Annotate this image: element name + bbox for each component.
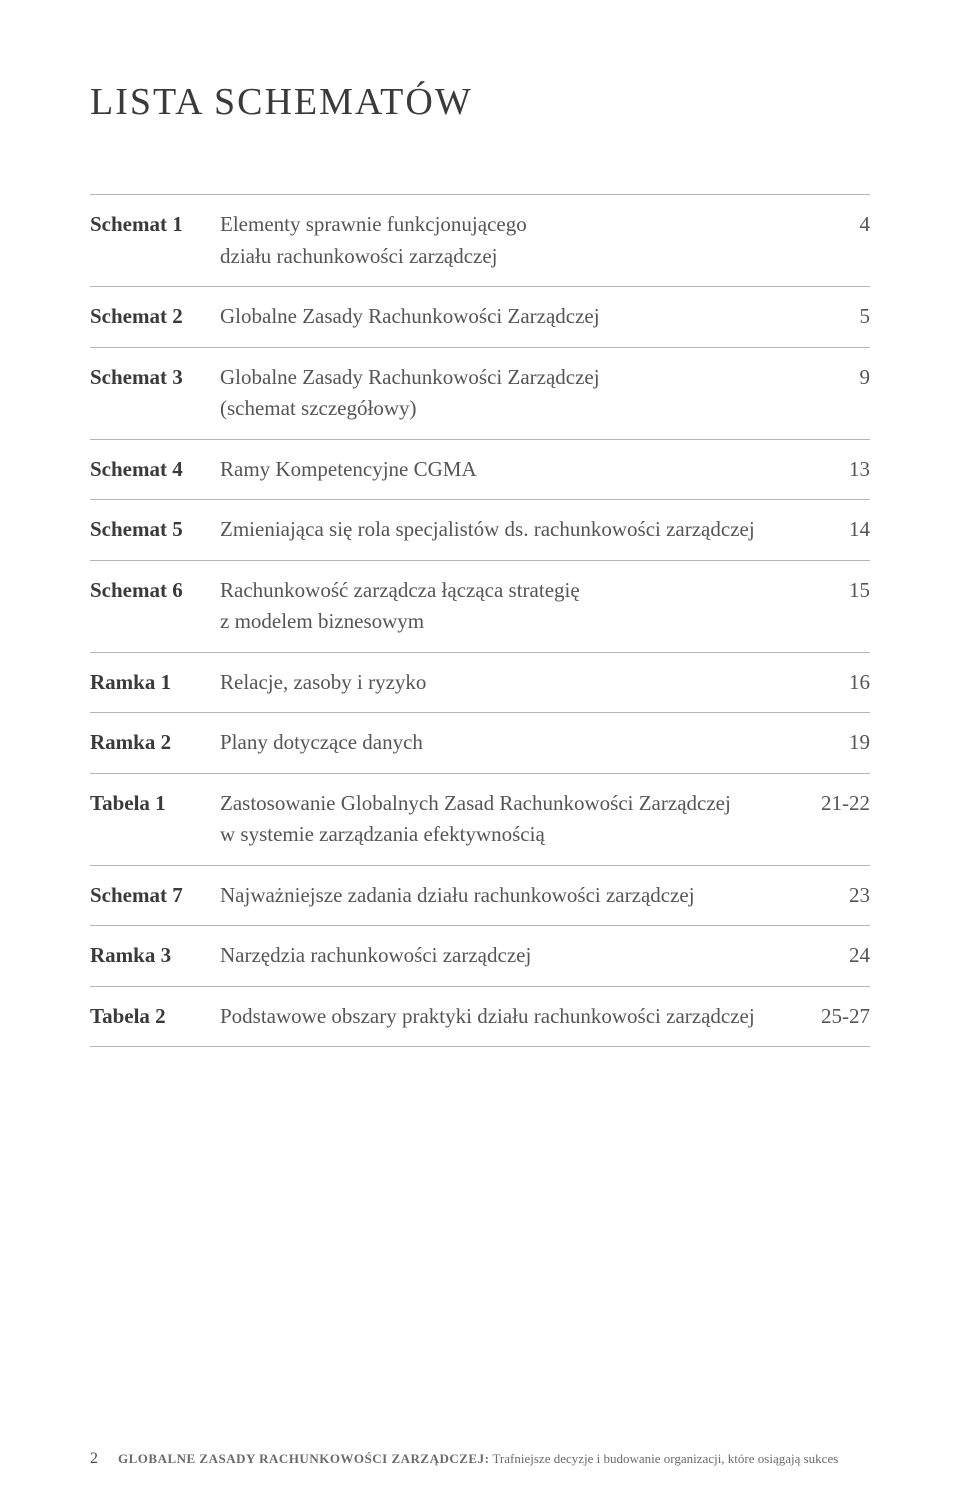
toc-description: Plany dotyczące danych <box>220 727 790 759</box>
toc-label: Schemat 4 <box>90 454 220 486</box>
toc-label: Schemat 6 <box>90 575 220 607</box>
toc-page-number: 15 <box>790 575 870 607</box>
toc-label: Schemat 3 <box>90 362 220 394</box>
toc-description: Relacje, zasoby i ryzyko <box>220 667 790 699</box>
toc-page-number: 19 <box>790 727 870 759</box>
toc-row: Schemat 7Najważniejsze zadania działu ra… <box>90 866 870 927</box>
toc-description: Ramy Kompetencyjne CGMA <box>220 454 790 486</box>
toc-page-number: 25-27 <box>790 1001 870 1033</box>
toc-list: Schemat 1Elementy sprawnie funkcjonujące… <box>90 194 870 1047</box>
toc-desc-line2: z modelem biznesowym <box>220 606 778 638</box>
toc-desc-line1: Ramy Kompetencyjne CGMA <box>220 457 477 481</box>
footer-text: GLOBALNE ZASADY RACHUNKOWOŚCI ZARZĄDCZEJ… <box>118 1451 838 1467</box>
toc-row: Ramka 2Plany dotyczące danych 19 <box>90 713 870 774</box>
toc-page-number: 5 <box>790 301 870 333</box>
toc-description: Elementy sprawnie funkcjonującego działu … <box>220 209 790 272</box>
toc-description: Najważniejsze zadania działu rachunkowoś… <box>220 880 790 912</box>
footer-rest-text: Trafniejsze decyzje i budowanie organiza… <box>489 1451 838 1466</box>
toc-desc-line2: w systemie zarządzania efektywnością <box>220 819 778 851</box>
toc-page-number: 23 <box>790 880 870 912</box>
toc-desc-line1: Podstawowe obszary praktyki działu rachu… <box>220 1004 755 1028</box>
toc-description: Globalne Zasady Rachunkowości Zarządczej <box>220 301 790 333</box>
toc-row: Ramka 1Relacje, zasoby i ryzyko 16 <box>90 653 870 714</box>
footer-bold-text: GLOBALNE ZASADY RACHUNKOWOŚCI ZARZĄDCZEJ… <box>118 1451 489 1466</box>
toc-desc-line1: Elementy sprawnie funkcjonującego <box>220 212 527 236</box>
toc-desc-line2: (schemat szczegółowy) <box>220 393 778 425</box>
toc-row: Schemat 5Zmieniająca się rola specjalist… <box>90 500 870 561</box>
toc-description: Globalne Zasady Rachunkowości Zarządczej… <box>220 362 790 425</box>
toc-row: Tabela 2Podstawowe obszary praktyki dzia… <box>90 987 870 1048</box>
toc-desc-line1: Globalne Zasady Rachunkowości Zarządczej <box>220 304 600 328</box>
page-footer: 2 GLOBALNE ZASADY RACHUNKOWOŚCI ZARZĄDCZ… <box>90 1450 870 1468</box>
toc-page-number: 16 <box>790 667 870 699</box>
toc-row: Schemat 4Ramy Kompetencyjne CGMA 13 <box>90 440 870 501</box>
toc-description: Podstawowe obszary praktyki działu rachu… <box>220 1001 790 1033</box>
toc-description: Narzędzia rachunkowości zarządczej <box>220 940 790 972</box>
document-page: LISTA SCHEMATÓW Schemat 1Elementy sprawn… <box>0 0 960 1508</box>
toc-row: Schemat 1Elementy sprawnie funkcjonujące… <box>90 194 870 287</box>
toc-desc-line1: Najważniejsze zadania działu rachunkowoś… <box>220 883 695 907</box>
toc-page-number: 14 <box>790 514 870 546</box>
footer-page-number: 2 <box>90 1450 98 1468</box>
toc-page-number: 4 <box>790 209 870 241</box>
toc-label: Schemat 5 <box>90 514 220 546</box>
toc-desc-line1: Globalne Zasady Rachunkowości Zarządczej <box>220 365 600 389</box>
toc-description: Rachunkowość zarządcza łącząca strategię… <box>220 575 790 638</box>
toc-row: Ramka 3Narzędzia rachunkowości zarządcze… <box>90 926 870 987</box>
toc-row: Tabela 1Zastosowanie Globalnych Zasad Ra… <box>90 774 870 866</box>
toc-label: Ramka 3 <box>90 940 220 972</box>
toc-label: Ramka 1 <box>90 667 220 699</box>
toc-label: Schemat 1 <box>90 209 220 241</box>
toc-label: Schemat 2 <box>90 301 220 333</box>
toc-desc-line1: Rachunkowość zarządcza łącząca strategię <box>220 578 580 602</box>
toc-label: Ramka 2 <box>90 727 220 759</box>
toc-row: Schemat 6Rachunkowość zarządcza łącząca … <box>90 561 870 653</box>
toc-description: Zmieniająca się rola specjalistów ds. ra… <box>220 514 790 546</box>
toc-desc-line1: Zastosowanie Globalnych Zasad Rachunkowo… <box>220 791 731 815</box>
toc-row: Schemat 3Globalne Zasady Rachunkowości Z… <box>90 348 870 440</box>
toc-desc-line1: Zmieniająca się rola specjalistów ds. ra… <box>220 517 755 541</box>
toc-page-number: 24 <box>790 940 870 972</box>
toc-desc-line1: Plany dotyczące danych <box>220 730 423 754</box>
toc-page-number: 9 <box>790 362 870 394</box>
toc-row: Schemat 2Globalne Zasady Rachunkowości Z… <box>90 287 870 348</box>
toc-label: Schemat 7 <box>90 880 220 912</box>
toc-desc-line1: Narzędzia rachunkowości zarządczej <box>220 943 531 967</box>
toc-page-number: 13 <box>790 454 870 486</box>
toc-description: Zastosowanie Globalnych Zasad Rachunkowo… <box>220 788 790 851</box>
toc-page-number: 21-22 <box>790 788 870 820</box>
toc-label: Tabela 2 <box>90 1001 220 1033</box>
toc-desc-line2: działu rachunkowości zarządczej <box>220 241 778 273</box>
page-title: LISTA SCHEMATÓW <box>90 80 870 124</box>
toc-label: Tabela 1 <box>90 788 220 820</box>
toc-desc-line1: Relacje, zasoby i ryzyko <box>220 670 426 694</box>
